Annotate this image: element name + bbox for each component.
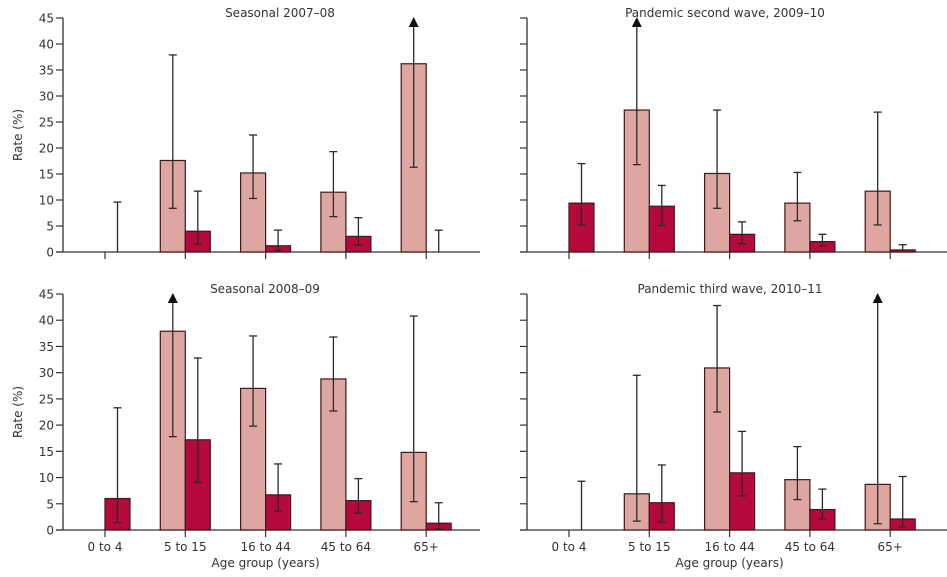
x-category-label: 5 to 15 [628,540,671,554]
x-category-label: 5 to 15 [164,540,207,554]
x-category-label: 16 to 44 [704,540,754,554]
chart-panel-4: Pandemic third wave, 2010–11 0 to 4 5 to 1… [520,282,947,570]
y-tick-label: 30 [39,90,54,104]
y-tick-label: 15 [39,445,54,459]
x-axis-title: Age group (years) [212,556,320,570]
error-arrow-icon [167,293,178,303]
y-tick-label: 20 [39,142,54,156]
category-group: 0 to 4 [88,407,131,554]
category-group: 5 to 15 [623,374,675,554]
x-category-label: 0 to 4 [88,540,123,554]
chart-panel-1: Seasonal 2007–08 0 5 10 15 20 25 30 35 40 45 Rate (… [11,6,480,260]
category-group: 16 to 44 [703,304,756,554]
category-group [400,17,443,259]
category-group: 16 to 44 [240,335,292,554]
category-group [623,17,675,259]
category-group [703,109,756,259]
chart-panel-2: Pandemic second wave, 2009–10 [520,6,947,259]
x-category-label: 45 to 64 [321,540,371,554]
y-tick-label: 5 [46,220,54,234]
x-category-label: 0 to 4 [552,540,587,554]
category-group [864,111,916,259]
y-tick-label: 35 [39,64,54,78]
category-group: 45 to 64 [320,336,372,554]
x-category-label: 45 to 64 [785,540,835,554]
category-group [240,134,292,259]
y-tick-label: 0 [46,246,54,260]
panel-title: Pandemic second wave, 2009–10 [625,6,825,20]
category-group: 65+ [864,293,916,554]
category-group: 65+ [400,315,452,554]
y-tick-label: 40 [39,38,54,52]
y-tick-label: 45 [39,12,54,26]
error-arrow-icon [872,293,883,303]
y-tick-label: 15 [39,168,54,182]
y-axis-title: Rate (%) [11,109,25,161]
category-group: 45 to 64 [784,445,836,554]
x-axis-title: Age group (years) [676,556,784,570]
category-group [784,171,836,259]
category-group [320,150,372,259]
y-tick-label: 5 [46,497,54,511]
y-tick-label: 35 [39,340,54,354]
y-tick-label: 45 [39,288,54,302]
y-tick-label: 20 [39,419,54,433]
category-group [159,54,211,259]
error-arrow-icon [631,17,642,27]
y-tick-label: 0 [46,524,54,538]
y-tick-label: 25 [39,116,54,130]
category-group: 0 to 4 [552,480,587,554]
x-category-label: 16 to 44 [240,540,290,554]
y-tick-label: 10 [39,471,54,485]
y-tick-label: 40 [39,314,54,328]
panel-title: Pandemic third wave, 2010–11 [638,282,823,296]
panel-title: Seasonal 2007–08 [225,6,335,20]
category-group [104,201,122,259]
y-tick-label: 10 [39,194,54,208]
x-category-label: 65+ [878,540,903,554]
panel-title: Seasonal 2008–09 [210,282,320,296]
category-group [568,162,595,259]
error-arrow-icon [408,17,419,27]
x-category-label: 65+ [414,540,439,554]
chart-panel-3: Seasonal 2008–09 0 5 10 15 20 25 30 35 40 45 Rate (… [11,282,480,570]
category-group: 5 to 15 [159,293,211,554]
y-tick-label: 30 [39,366,54,380]
y-tick-label: 25 [39,392,54,406]
y-axis-title: Rate (%) [11,386,25,438]
